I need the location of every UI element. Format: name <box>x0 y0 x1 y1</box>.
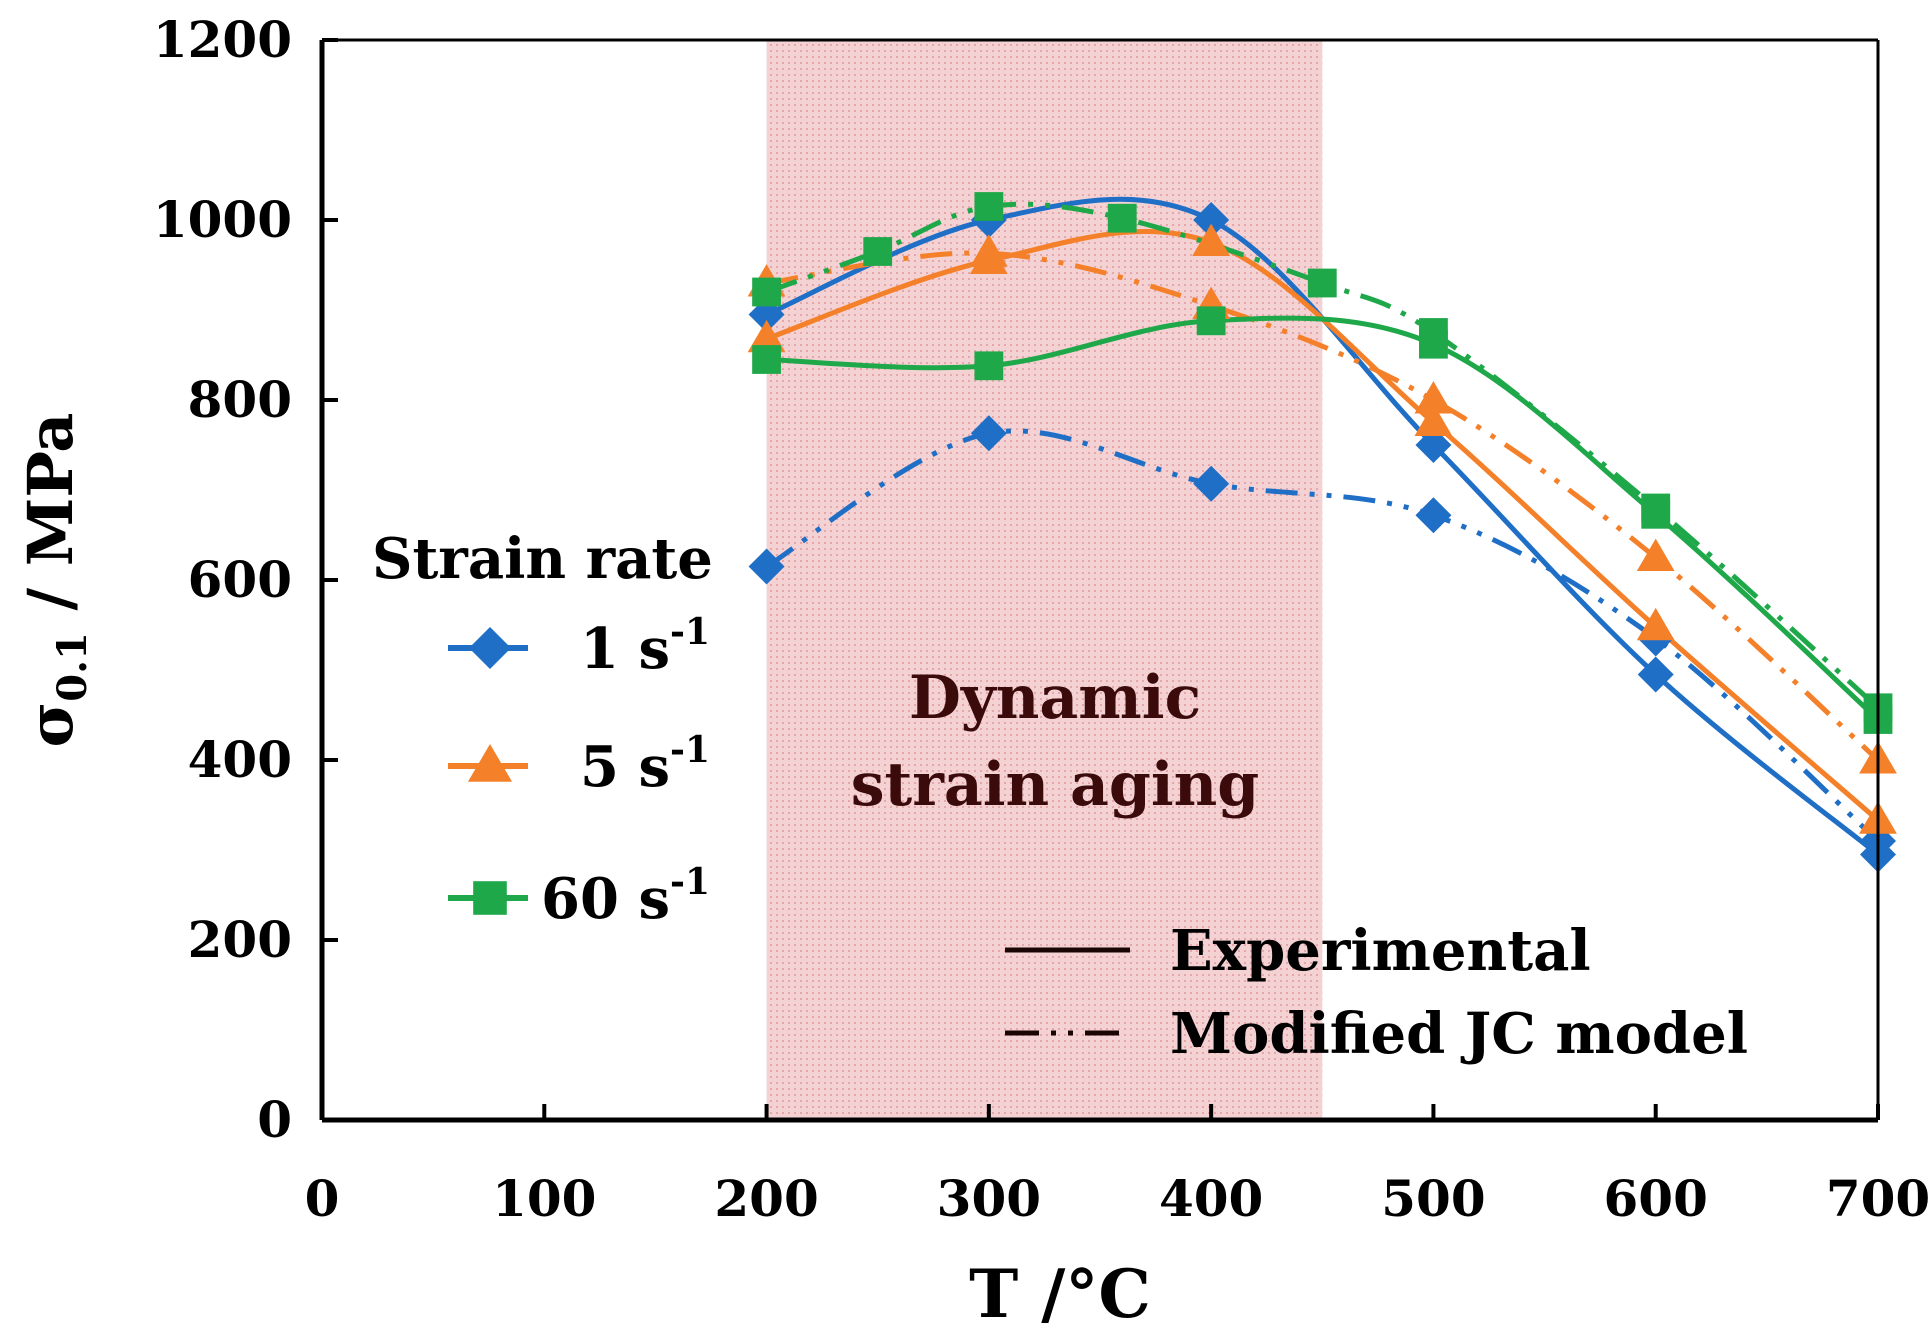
series-3-model-point <box>863 237 893 266</box>
series-2-experimental-point <box>969 241 1008 274</box>
y-tick-label: 600 <box>188 550 292 609</box>
y-axis-title-unit: / MPa <box>14 413 87 633</box>
region-label-line1: Dynamic <box>909 663 1201 733</box>
series-2-model-point <box>1414 381 1453 414</box>
series-3-model-point <box>752 277 781 307</box>
x-tick-label: 400 <box>1159 1169 1263 1228</box>
style-legend-model-label: Modified JC model <box>1170 1001 1748 1067</box>
y-tick-label: 1000 <box>153 190 292 249</box>
x-axis-title: T /°C <box>969 1255 1151 1333</box>
y-axis-title-subscript: 0.1 <box>49 632 96 702</box>
y-tick-label: 400 <box>188 730 292 789</box>
series-3-experimental-point <box>1419 329 1448 359</box>
style-legend-experimental-label: Experimental <box>1170 918 1591 984</box>
x-tick-label: 500 <box>1381 1169 1485 1228</box>
series-3-model-point <box>1307 268 1337 298</box>
series-2-model-line <box>766 250 1880 762</box>
legend-label-2: 5 s-1 <box>580 729 710 800</box>
legend-label-1: 1 s-1 <box>580 611 710 682</box>
series-1-experimental-point <box>1193 202 1230 238</box>
series-3-model-point <box>1107 203 1137 233</box>
y-tick-label: 800 <box>188 370 292 429</box>
series-1-experimental-point <box>1637 656 1674 693</box>
region-label-line2: strain aging <box>851 750 1260 820</box>
legend-title: Strain rate <box>372 526 713 592</box>
series-3-model-point <box>974 192 1004 221</box>
legend-marker-3 <box>473 881 507 915</box>
y-axis-title-symbol: σ <box>14 702 87 748</box>
y-tick-label: 0 <box>257 1090 292 1149</box>
series-3-experimental-point <box>974 351 1004 381</box>
series-1-model-point <box>748 548 785 585</box>
series-2-experimental-point <box>1636 607 1675 641</box>
x-tick-label: 600 <box>1604 1169 1708 1228</box>
legend-label-3: 60 s-1 <box>541 861 710 932</box>
series-1-experimental-line <box>765 196 1880 857</box>
series-3-experimental-point <box>752 345 781 374</box>
series-1-model-point <box>1193 465 1230 502</box>
legend-marker-2 <box>467 743 513 782</box>
y-axis-title: σ0.1 / MPa <box>14 413 96 748</box>
x-tick-label: 200 <box>714 1169 818 1228</box>
series-2-experimental-point <box>1192 223 1231 256</box>
series-2-experimental-point <box>747 319 786 353</box>
series-2-model-point <box>1636 538 1675 571</box>
legend-marker-1 <box>469 627 511 669</box>
x-tick-label: 0 <box>305 1169 340 1228</box>
y-tick-label: 200 <box>188 910 292 969</box>
series-3-experimental-point <box>1641 499 1671 529</box>
series-1-model-point <box>1415 497 1452 534</box>
x-tick-label: 100 <box>492 1169 596 1228</box>
series-3-experimental-point <box>1196 306 1226 336</box>
x-tick-label: 300 <box>937 1169 1041 1228</box>
dynamic-strain-aging-region <box>766 40 1323 1120</box>
series-1-model-point <box>970 415 1007 452</box>
x-tick-label: 700 <box>1826 1169 1928 1228</box>
y-tick-label: 1200 <box>153 10 292 69</box>
series-2-experimental-point <box>1414 403 1453 436</box>
series-1-model-line <box>765 428 1880 843</box>
